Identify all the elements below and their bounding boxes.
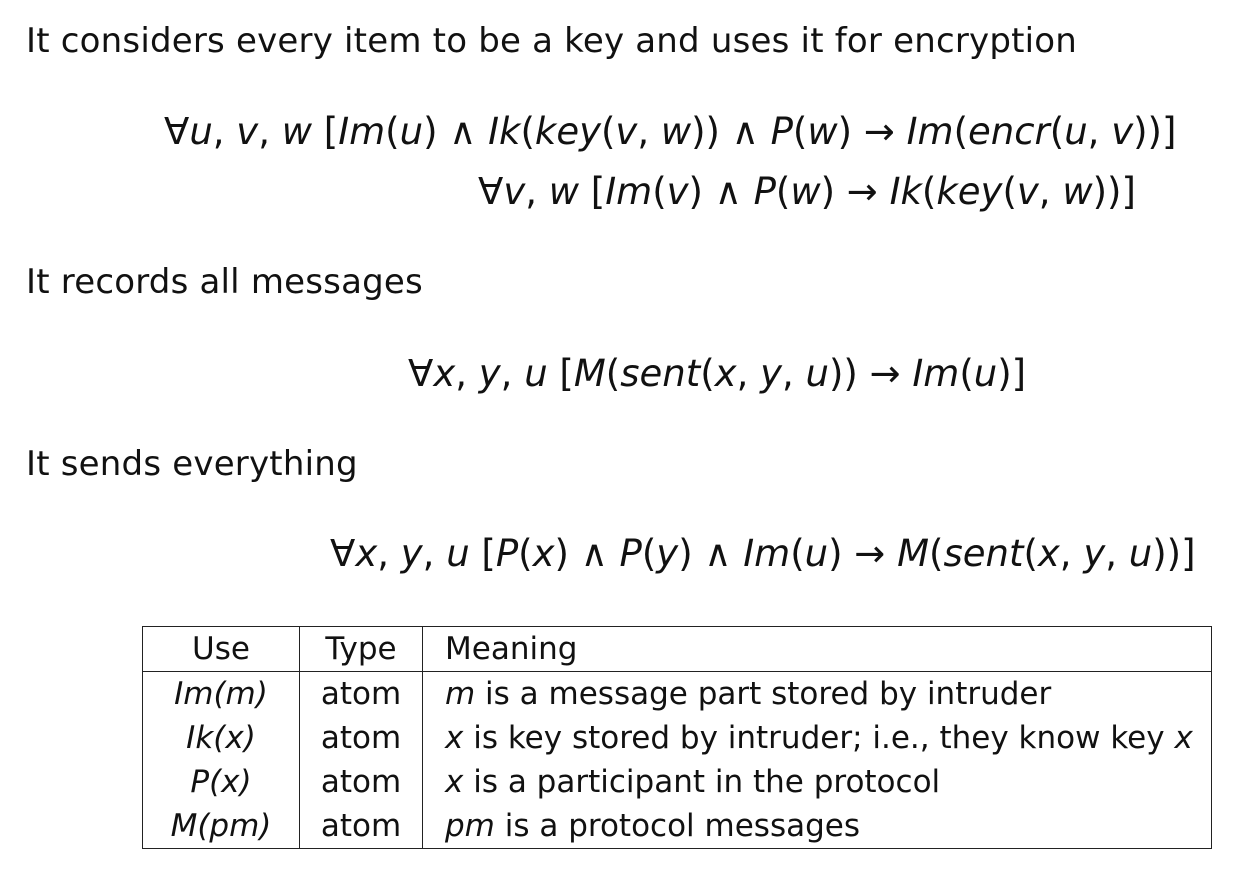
meaning-text: is key stored by intruder; i.e., they kn…	[463, 720, 1175, 756]
section-heading-sends: It sends everything	[26, 444, 358, 484]
section-heading-records: It records all messages	[26, 262, 423, 302]
table-header-row: Use Type Meaning	[142, 626, 1212, 672]
cell-use: M(pm)	[142, 804, 300, 849]
cell-use: Im(m)	[142, 671, 300, 716]
cell-type: atom	[299, 760, 423, 804]
meaning-text: is a protocol messages	[494, 808, 860, 844]
cell-use: Ik(x)	[142, 716, 300, 760]
formula-send-rule: ∀x, y, u [P(x) ∧ P(y) ∧ Im(u) → M(sent(x…	[330, 532, 1196, 575]
cell-use: P(x)	[142, 760, 300, 804]
formula-key-rule: ∀v, w [Im(v) ∧ P(w) → Ik(key(v, w))]	[478, 170, 1136, 213]
formula-encryption-rule: ∀u, v, w [Im(u) ∧ Ik(key(v, w)) ∧ P(w) →…	[164, 110, 1177, 153]
cell-meaning: x is key stored by intruder; i.e., they …	[422, 716, 1212, 760]
section-heading-encryption: It considers every item to be a key and …	[26, 21, 1078, 61]
header-use: Use	[142, 626, 300, 672]
formula-record-rule: ∀x, y, u [M(sent(x, y, u)) → Im(u)]	[408, 352, 1027, 395]
meaning-variable: x	[445, 720, 464, 756]
meaning-text: is a message part stored by intruder	[475, 676, 1052, 712]
meaning-variable-tail: x	[1174, 720, 1193, 756]
meaning-variable: m	[445, 676, 476, 712]
header-type: Type	[299, 626, 423, 672]
table-row: P(x) atom x is a participant in the prot…	[142, 760, 1212, 804]
cell-meaning: x is a participant in the protocol	[422, 760, 1212, 804]
cell-type: atom	[299, 716, 423, 760]
table-row: Ik(x) atom x is key stored by intruder; …	[142, 716, 1212, 760]
cell-meaning: pm is a protocol messages	[422, 804, 1212, 849]
meaning-text: is a participant in the protocol	[463, 764, 941, 800]
header-meaning: Meaning	[422, 626, 1212, 672]
cell-type: atom	[299, 671, 423, 716]
definitions-table: Use Type Meaning Im(m) atom m is a messa…	[142, 626, 1212, 849]
meaning-variable: pm	[445, 808, 495, 844]
cell-type: atom	[299, 804, 423, 849]
table-row: Im(m) atom m is a message part stored by…	[142, 671, 1212, 716]
meaning-variable: x	[445, 764, 464, 800]
table-row: M(pm) atom pm is a protocol messages	[142, 804, 1212, 849]
cell-meaning: m is a message part stored by intruder	[422, 671, 1212, 716]
